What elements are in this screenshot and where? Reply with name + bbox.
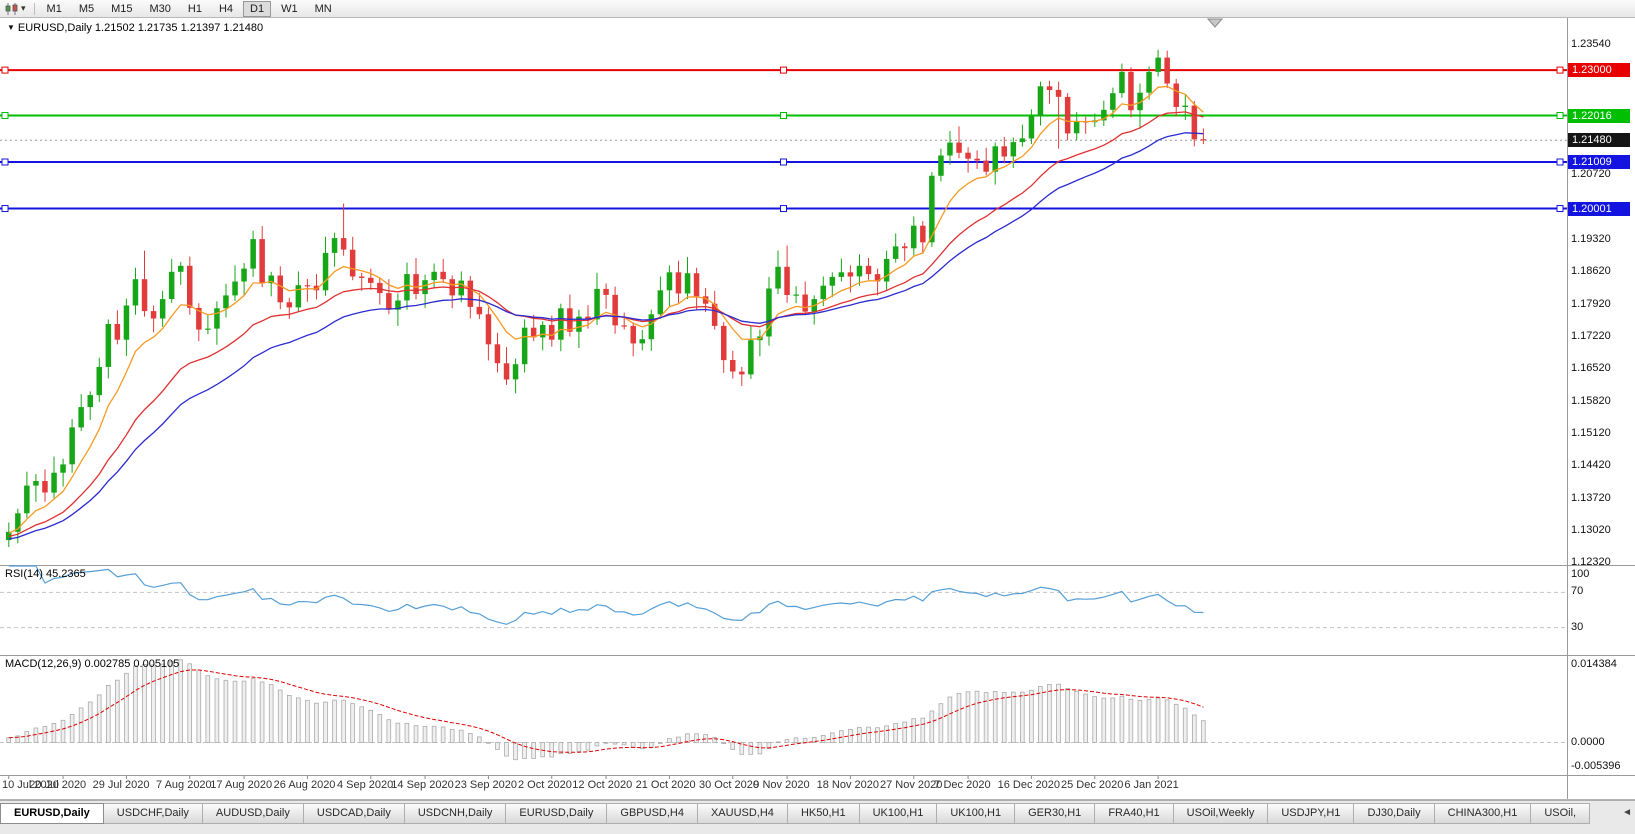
chart-tabs-bar: EURUSD,Daily USDCHF,Daily AUDUSD,Daily USDC… [0, 800, 1635, 834]
line-handle[interactable] [1556, 112, 1564, 120]
toolbar-separator [33, 2, 35, 15]
chart-tab-usdcnh-daily-4[interactable]: USDCNH,Daily [404, 803, 507, 824]
timeframe-button-group: M1 M5 M15 M30 H1 H4 D1 W1 MN [40, 0, 339, 17]
moving-average-8 [8, 85, 1204, 534]
top-toolbar: ▾ M1 M5 M15 M30 H1 H4 D1 W1 MN [0, 0, 1635, 18]
line-handle[interactable] [780, 158, 787, 166]
timeframe-button-m15[interactable]: M15 [111, 2, 133, 15]
timeframe-button-mn[interactable]: MN [314, 2, 332, 15]
chart-tab-hk50-h1-8[interactable]: HK50,H1 [787, 803, 860, 824]
timeframe-button-h1[interactable]: H1 [187, 2, 202, 15]
chart-shift-marker[interactable] [1206, 18, 1224, 28]
timeframe-button-d1[interactable]: D1 [243, 0, 272, 17]
chart-type-icon[interactable] [5, 2, 20, 15]
chart-tabs: EURUSD,Daily USDCHF,Daily AUDUSD,Daily USDC… [0, 801, 1610, 824]
line-handle[interactable] [1556, 205, 1564, 213]
rsi-indicator-label: RSI(14) 45.2365 [5, 568, 86, 580]
collapse-triangle-icon[interactable]: ▼ [7, 23, 15, 32]
line-handle[interactable] [780, 112, 787, 120]
chart-tab-gbpusd-h4-6[interactable]: GBPUSD,H4 [607, 803, 698, 824]
macd-histogram [6, 659, 1206, 761]
chart-tab-uk100-h1-10[interactable]: UK100,H1 [937, 803, 1016, 824]
moving-average-20 [8, 111, 1204, 538]
moving-average-30 [8, 132, 1204, 540]
timeframe-button-h4[interactable]: H4 [218, 2, 234, 15]
line-handle[interactable] [1, 66, 9, 74]
macd-indicator-label: MACD(12,26,9) 0.002785 0.005105 [5, 658, 180, 670]
candlestick-series [6, 49, 1207, 547]
timeframe-button-m5[interactable]: M5 [78, 2, 95, 15]
rsi-line [8, 565, 1204, 625]
chart-tab-eurusd-daily-0[interactable]: EURUSD,Daily [0, 803, 104, 824]
chart-tab-usdcad-daily-3[interactable]: USDCAD,Daily [303, 803, 405, 824]
chart-tab-ger30-h1-11[interactable]: GER30,H1 [1015, 803, 1096, 824]
chart-ohlc-text: EURUSD,Daily 1.21502 1.21735 1.21397 1.2… [17, 22, 264, 34]
timeframe-button-w1[interactable]: W1 [281, 2, 298, 15]
line-handle[interactable] [1, 112, 9, 120]
chart-tab-dj30-daily-15[interactable]: DJ30,Daily [1354, 803, 1435, 824]
macd-signal-line [8, 669, 1204, 753]
line-handle[interactable] [1, 158, 9, 166]
chart-tab-xauusd-h4-7[interactable]: XAUUSD,H4 [697, 803, 788, 824]
chart-tab-eurusd-daily-5[interactable]: EURUSD,Daily [506, 803, 608, 824]
chart-tab-usoil-17[interactable]: USOil, [1531, 803, 1591, 824]
chart-tab-usoil-weekly-13[interactable]: USOil,Weekly [1173, 803, 1269, 824]
chart-tab-china300-h1-16[interactable]: CHINA300,H1 [1434, 803, 1532, 824]
timeframe-button-m30[interactable]: M30 [149, 2, 171, 15]
chart-tab-usdjpy-h1-14[interactable]: USDJPY,H1 [1268, 803, 1355, 824]
line-handle[interactable] [780, 205, 787, 213]
chart-title: ▼ EURUSD,Daily 1.21502 1.21735 1.21397 1.… [7, 22, 263, 34]
tab-scroll-left-button[interactable]: ◄ [1622, 807, 1632, 818]
line-handle[interactable] [780, 66, 787, 74]
timeframe-button-m1[interactable]: M1 [46, 2, 62, 15]
line-handle[interactable] [1, 205, 9, 213]
chart-tab-usdchf-daily-1[interactable]: USDCHF,Daily [103, 803, 203, 824]
chart-tab-fra40-h1-12[interactable]: FRA40,H1 [1095, 803, 1174, 824]
line-handle[interactable] [1556, 158, 1564, 166]
line-handle[interactable] [1556, 66, 1564, 74]
chart-tab-audusd-daily-2[interactable]: AUDUSD,Daily [202, 803, 304, 824]
chart-type-caret-icon[interactable]: ▾ [21, 3, 26, 13]
chart-tab-uk100-h1-9[interactable]: UK100,H1 [859, 803, 938, 824]
